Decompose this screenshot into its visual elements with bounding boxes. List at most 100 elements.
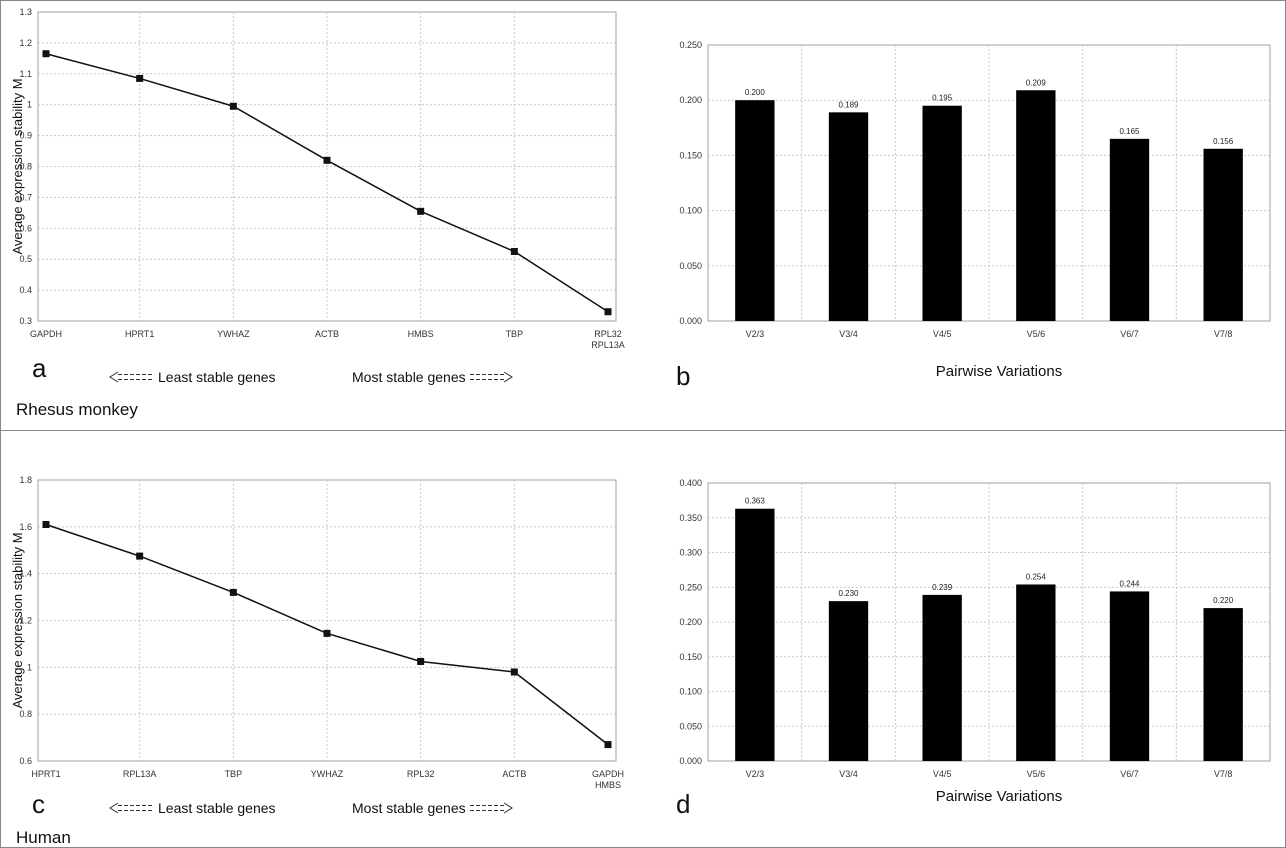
y-tick-label: 0.050 — [679, 261, 702, 271]
data-label: 0.244 — [1119, 579, 1140, 588]
x-tick-label: V4/5 — [933, 329, 952, 339]
y-tick-label: 1.2 — [19, 38, 32, 48]
annotation-most-stable: Most stable genes — [352, 369, 466, 385]
x-tick-label: V6/7 — [1120, 329, 1139, 339]
x-tick-label: V5/6 — [1027, 329, 1046, 339]
data-point — [323, 629, 331, 637]
x-axis-label: Pairwise Variations — [936, 363, 1062, 380]
y-tick-label: 0.300 — [679, 548, 702, 558]
chart-panel-d: 0.000 0.050 0.100 0.150 0.200 0.250 0.300 0.350… — [676, 478, 1271, 819]
y-tick-label: 0.350 — [679, 513, 702, 523]
bar — [828, 601, 869, 761]
data-point — [42, 520, 50, 528]
y-tick-label: 0.000 — [679, 316, 702, 326]
data-label: 0.230 — [838, 589, 859, 598]
x-tick-label: HPRT1 — [125, 329, 154, 339]
y-tick-label: 1 — [27, 100, 32, 110]
panel-letter: b — [676, 361, 690, 391]
x-tick-label: YWHAZ — [217, 329, 250, 339]
section-label-rhesus: Rhesus monkey — [16, 400, 138, 419]
y-tick-label: 0.4 — [19, 285, 32, 295]
bar — [922, 105, 962, 321]
data-label: 0.156 — [1213, 137, 1234, 146]
y-tick-label: 1.4 — [19, 569, 32, 579]
y-tick-label: 0.150 — [679, 652, 702, 662]
bar — [735, 100, 775, 321]
x-tick-label: V2/3 — [746, 329, 765, 339]
data-label: 0.200 — [745, 88, 766, 97]
y-tick-label: 0.8 — [19, 709, 32, 719]
x-tick-label: V7/8 — [1214, 329, 1233, 339]
x-tick-label: ACTB — [315, 329, 339, 339]
y-tick-label: 0.000 — [679, 756, 702, 766]
x-tick-label: HMBS — [408, 329, 434, 339]
bar — [1109, 591, 1150, 761]
x-tick-label: ACTB — [502, 769, 526, 779]
annotation-least-stable: Least stable genes — [158, 369, 276, 385]
y-tick-label: 0.3 — [19, 316, 32, 326]
data-point — [229, 102, 237, 110]
data-point — [229, 588, 237, 596]
annotation-least-stable: Least stable genes — [158, 800, 276, 816]
y-tick-label: 0.100 — [679, 687, 702, 697]
bar — [1016, 584, 1056, 761]
x-tick-label: RPL32 RPL13A — [591, 329, 625, 350]
x-tick-label: HPRT1 — [31, 769, 60, 779]
y-tick-label: 0.100 — [679, 206, 702, 216]
x-tick-label: GAPDH HMBS — [592, 769, 624, 790]
y-tick-label: 0.150 — [679, 150, 702, 160]
bar — [1203, 608, 1243, 761]
x-tick-label: TBP — [506, 329, 524, 339]
bar — [1016, 90, 1056, 321]
left-arrow-head — [109, 802, 119, 814]
x-tick-label: TBP — [225, 769, 243, 779]
y-tick-label: 0.5 — [19, 254, 32, 264]
data-point — [604, 308, 612, 316]
bar — [922, 594, 962, 761]
data-label: 0.165 — [1119, 127, 1140, 136]
y-tick-label: 0.250 — [679, 40, 702, 50]
x-axis-label: Pairwise Variations — [936, 788, 1062, 805]
y-tick-label: 0.7 — [19, 192, 32, 202]
x-tick-label: V2/3 — [746, 769, 765, 779]
annotation-most-stable: Most stable genes — [352, 800, 466, 816]
chart-panel-c: 0.6 0.8 1 1.2 1.4 1.6 1.8 HPRT1 RPL13A TBP YWHAZ RP… — [10, 475, 624, 819]
y-tick-label: 0.8 — [19, 162, 32, 172]
right-arrow-head — [503, 371, 513, 383]
y-tick-label: 0.6 — [19, 756, 32, 766]
y-tick-label: 1.1 — [19, 69, 32, 79]
x-tick-label: V3/4 — [839, 329, 858, 339]
x-tick-label: GAPDH — [30, 329, 62, 339]
data-label: 0.220 — [1213, 596, 1234, 605]
y-tick-label: 0.9 — [19, 131, 32, 141]
y-tick-label: 1.8 — [19, 475, 32, 485]
data-label: 0.254 — [1026, 572, 1047, 581]
y-axis-label: Average expression stability M — [10, 532, 25, 708]
y-tick-label: 0.400 — [679, 478, 702, 488]
data-label: 0.189 — [838, 100, 859, 109]
x-tick-label: YWHAZ — [311, 769, 344, 779]
y-tick-label: 1 — [27, 662, 32, 672]
y-tick-label: 0.250 — [679, 582, 702, 592]
y-tick-label: 1.6 — [19, 522, 32, 532]
data-point — [136, 552, 144, 560]
x-tick-label: V4/5 — [933, 769, 952, 779]
panel-letter: d — [676, 789, 690, 819]
left-arrow-head — [109, 371, 119, 383]
data-point — [323, 156, 331, 164]
bar — [1109, 138, 1150, 321]
data-point — [510, 247, 518, 255]
y-tick-label: 0.200 — [679, 617, 702, 627]
x-tick-label: V6/7 — [1120, 769, 1139, 779]
x-tick-label: RPL13A — [123, 769, 157, 779]
data-point — [136, 74, 144, 82]
data-label: 0.209 — [1026, 78, 1047, 87]
data-label: 0.195 — [932, 94, 953, 103]
bar — [1203, 148, 1243, 321]
y-tick-label: 0.050 — [679, 721, 702, 731]
data-label: 0.239 — [932, 583, 953, 592]
x-tick-label: V7/8 — [1214, 769, 1233, 779]
data-label: 0.363 — [745, 497, 766, 506]
x-tick-label: V5/6 — [1027, 769, 1046, 779]
